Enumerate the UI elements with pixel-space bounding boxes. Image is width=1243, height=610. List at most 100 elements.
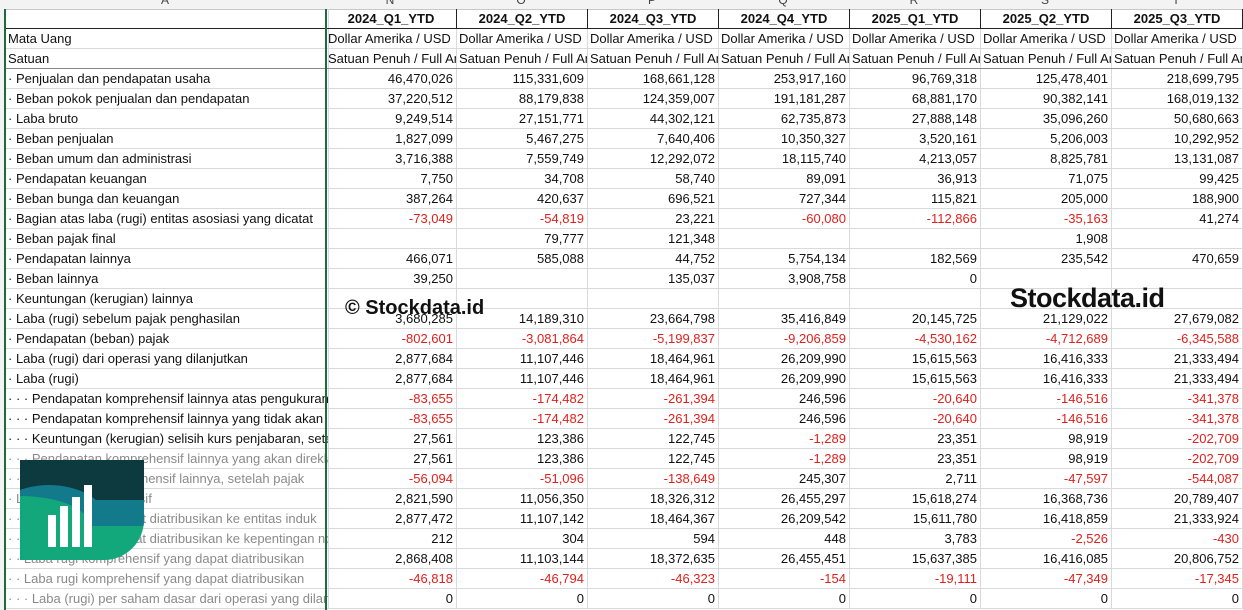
value-cell[interactable]: Dollar Amerika / USD	[326, 29, 457, 49]
row-label-cell[interactable]: · · · Keuntungan (kerugian) selisih kurs…	[5, 429, 329, 449]
value-cell[interactable]: 20,789,407	[1112, 489, 1243, 509]
period-header-cell[interactable]: 2025_Q3_YTD	[1112, 9, 1243, 29]
value-cell[interactable]: 18,372,635	[588, 549, 719, 569]
value-cell[interactable]: 15,611,780	[850, 509, 981, 529]
value-cell[interactable]: 218,699,795	[1112, 69, 1243, 89]
value-cell[interactable]: 125,478,401	[981, 69, 1112, 89]
value-cell[interactable]: -174,482	[457, 409, 588, 429]
row-label-cell[interactable]: · Beban pokok penjualan dan pendapatan	[5, 89, 329, 109]
row-label-cell[interactable]: · Beban bunga dan keuangan	[5, 189, 329, 209]
value-cell[interactable]: 18,115,740	[719, 149, 850, 169]
value-cell[interactable]: 191,181,287	[719, 89, 850, 109]
row-label-cell[interactable]: · Beban penjualan	[5, 129, 329, 149]
value-cell[interactable]: -1,289	[719, 429, 850, 449]
value-cell[interactable]: 246,596	[719, 389, 850, 409]
value-cell[interactable]: 15,615,563	[850, 349, 981, 369]
value-cell[interactable]: -5,199,837	[588, 329, 719, 349]
row-label-cell[interactable]: · Laba (rugi) sebelum pajak penghasilan	[5, 309, 329, 329]
value-cell[interactable]: 89,091	[719, 169, 850, 189]
value-cell[interactable]: 387,264	[326, 189, 457, 209]
value-cell[interactable]	[1112, 229, 1243, 249]
row-label-cell[interactable]: Mata Uang	[5, 29, 329, 49]
value-cell[interactable]: -46,794	[457, 569, 588, 589]
value-cell[interactable]: -46,323	[588, 569, 719, 589]
value-cell[interactable]: 20,145,725	[850, 309, 981, 329]
value-cell[interactable]: 7,750	[326, 169, 457, 189]
value-cell[interactable]: 696,521	[588, 189, 719, 209]
value-cell[interactable]: -20,640	[850, 409, 981, 429]
value-cell[interactable]	[457, 289, 588, 309]
row-label-cell[interactable]: · · · Pendapatan komprehensif lainnya ya…	[5, 409, 329, 429]
value-cell[interactable]: 20,806,752	[1112, 549, 1243, 569]
value-cell[interactable]: 44,752	[588, 249, 719, 269]
value-cell[interactable]: 37,220,512	[326, 89, 457, 109]
value-cell[interactable]: 1,827,099	[326, 129, 457, 149]
value-cell[interactable]: 470,659	[1112, 249, 1243, 269]
value-cell[interactable]: 5,467,275	[457, 129, 588, 149]
row-label-cell[interactable]: · Pendapatan keuangan	[5, 169, 329, 189]
value-cell[interactable]: -20,640	[850, 389, 981, 409]
value-cell[interactable]: 23,351	[850, 449, 981, 469]
value-cell[interactable]: -4,712,689	[981, 329, 1112, 349]
value-cell[interactable]: Dollar Amerika / USD	[588, 29, 719, 49]
value-cell[interactable]: 5,754,134	[719, 249, 850, 269]
value-cell[interactable]: Satuan Penuh / Full Amount	[326, 49, 457, 69]
period-header-cell[interactable]: 2024_Q2_YTD	[457, 9, 588, 29]
value-cell[interactable]: -83,655	[326, 389, 457, 409]
value-cell[interactable]: 245,307	[719, 469, 850, 489]
value-cell[interactable]: 10,350,327	[719, 129, 850, 149]
row-label-cell[interactable]: · Pendapatan lainnya	[5, 249, 329, 269]
value-cell[interactable]: 98,919	[981, 429, 1112, 449]
value-cell[interactable]: 16,418,859	[981, 509, 1112, 529]
value-cell[interactable]: 3,783	[850, 529, 981, 549]
column-letter-o[interactable]: O	[516, 0, 526, 7]
value-cell[interactable]: 304	[457, 529, 588, 549]
value-cell[interactable]: 2,711	[850, 469, 981, 489]
value-cell[interactable]: 16,368,736	[981, 489, 1112, 509]
value-cell[interactable]: 11,103,144	[457, 549, 588, 569]
value-cell[interactable]: 5,206,003	[981, 129, 1112, 149]
value-cell[interactable]: 34,708	[457, 169, 588, 189]
value-cell[interactable]: 10,292,952	[1112, 129, 1243, 149]
value-cell[interactable]: 122,745	[588, 449, 719, 469]
value-cell[interactable]: 35,416,849	[719, 309, 850, 329]
value-cell[interactable]: -46,818	[326, 569, 457, 589]
value-cell[interactable]: 88,179,838	[457, 89, 588, 109]
period-header-cell[interactable]: 2024_Q1_YTD	[326, 9, 457, 29]
value-cell[interactable]: 62,735,873	[719, 109, 850, 129]
value-cell[interactable]: 14,189,310	[457, 309, 588, 329]
value-cell[interactable]: 26,209,990	[719, 349, 850, 369]
value-cell[interactable]: 11,107,142	[457, 509, 588, 529]
value-cell[interactable]: 123,386	[457, 449, 588, 469]
value-cell[interactable]: 2,877,684	[326, 369, 457, 389]
row-label-cell[interactable]: · Beban pajak final	[5, 229, 329, 249]
value-cell[interactable]: 41,274	[1112, 209, 1243, 229]
value-cell[interactable]: 124,359,007	[588, 89, 719, 109]
value-cell[interactable]: 18,326,312	[588, 489, 719, 509]
value-cell[interactable]: 26,455,297	[719, 489, 850, 509]
value-cell[interactable]	[850, 229, 981, 249]
value-cell[interactable]: 2,877,472	[326, 509, 457, 529]
value-cell[interactable]: -202,709	[1112, 429, 1243, 449]
value-cell[interactable]: 2,877,684	[326, 349, 457, 369]
value-cell[interactable]: 26,209,990	[719, 369, 850, 389]
value-cell[interactable]	[719, 229, 850, 249]
value-cell[interactable]: 21,333,494	[1112, 349, 1243, 369]
value-cell[interactable]: 0	[719, 589, 850, 609]
value-cell[interactable]: Dollar Amerika / USD	[719, 29, 850, 49]
value-cell[interactable]: 0	[1112, 589, 1243, 609]
value-cell[interactable]	[326, 289, 457, 309]
row-label-cell[interactable]: · Pendapatan (beban) pajak	[5, 329, 329, 349]
value-cell[interactable]: 182,569	[850, 249, 981, 269]
value-cell[interactable]: -17,345	[1112, 569, 1243, 589]
value-cell[interactable]: 1,908	[981, 229, 1112, 249]
value-cell[interactable]: 3,908,758	[719, 269, 850, 289]
value-cell[interactable]: 39,250	[326, 269, 457, 289]
value-cell[interactable]: 27,561	[326, 449, 457, 469]
value-cell[interactable]: 7,559,749	[457, 149, 588, 169]
value-cell[interactable]: Satuan Penuh / Full Amount	[588, 49, 719, 69]
value-cell[interactable]: -47,597	[981, 469, 1112, 489]
value-cell[interactable]: 27,561	[326, 429, 457, 449]
value-cell[interactable]: 21,333,494	[1112, 369, 1243, 389]
value-cell[interactable]: 9,249,514	[326, 109, 457, 129]
